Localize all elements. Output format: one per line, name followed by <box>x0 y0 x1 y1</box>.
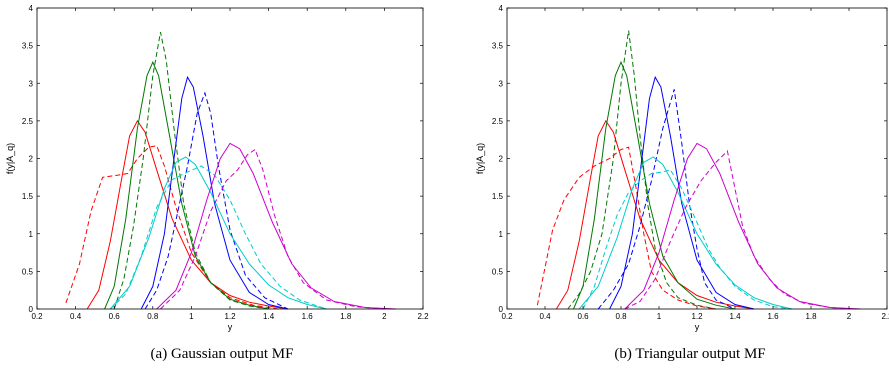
y-tick-label: 4 <box>499 4 504 13</box>
series-line-9 <box>160 148 385 310</box>
figure-caption: (b) Triangular output MF <box>614 346 765 362</box>
y-axis-label: f(y|A_q) <box>5 143 15 174</box>
x-tick-label: 1.8 <box>340 312 352 321</box>
x-tick-label: 0.2 <box>501 312 513 321</box>
y-tick-label: 0.5 <box>22 267 34 276</box>
x-tick-label: 0.2 <box>31 312 43 321</box>
x-tick-label: 2.2 <box>881 312 889 321</box>
series-line-6 <box>109 156 327 310</box>
chart-panel-1: 0.2 0.4 0.6 0.8 1 1.2 1.4 1.6 1.8 2 2.2 0 0.5 1 1.5 2 2.… <box>475 4 889 362</box>
x-tick-label: 0.6 <box>577 312 589 321</box>
x-tick-label: 1.2 <box>224 312 236 321</box>
x-axis-label: y <box>695 322 700 332</box>
y-tick-label: 2.5 <box>22 117 34 126</box>
series-line-4 <box>609 75 755 310</box>
series-line-7 <box>582 169 793 310</box>
y-tick-label: 3.5 <box>22 42 34 51</box>
series-line-0 <box>86 119 288 310</box>
series-line-8 <box>624 142 861 310</box>
chart-panel-0: 0.2 0.4 0.6 0.8 1 1.2 1.4 1.6 1.8 2 2.2 0 0.5 1 1.5 2 2.… <box>5 4 429 362</box>
series-line-1 <box>65 145 279 310</box>
series-line-1 <box>536 146 717 310</box>
series-line-6 <box>578 156 793 310</box>
x-tick-label: 1.2 <box>691 312 703 321</box>
y-axis-label: f(y|A_q) <box>475 143 485 174</box>
x-tick-label: 1.8 <box>805 312 817 321</box>
x-tick-label: 1 <box>657 312 662 321</box>
x-tick-label: 1.6 <box>302 312 314 321</box>
y-tick-label: 1 <box>29 230 34 239</box>
y-tick-label: 2 <box>499 155 504 164</box>
series-line-3 <box>113 32 269 310</box>
x-tick-label: 0.4 <box>539 312 551 321</box>
x-tick-label: 1 <box>189 312 194 321</box>
y-tick-label: 3 <box>29 79 34 88</box>
y-tick-label: 0 <box>499 305 504 314</box>
series-line-2 <box>104 60 269 310</box>
x-tick-label: 1.4 <box>263 312 275 321</box>
series-line-0 <box>555 119 755 310</box>
series-line-9 <box>624 149 850 310</box>
series-line-8 <box>156 142 397 310</box>
x-tick-label: 0.6 <box>109 312 121 321</box>
y-tick-label: 1.5 <box>492 192 504 201</box>
x-tick-label: 1.4 <box>729 312 741 321</box>
series-line-5 <box>144 91 289 310</box>
y-tick-label: 0.5 <box>492 267 504 276</box>
y-tick-label: 4 <box>29 4 34 13</box>
x-tick-label: 0.8 <box>615 312 627 321</box>
series-line-7 <box>109 165 327 310</box>
y-tick-label: 1 <box>499 230 504 239</box>
x-tick-label: 2.2 <box>417 312 429 321</box>
series-line-4 <box>140 75 289 310</box>
x-tick-label: 2 <box>847 312 852 321</box>
y-tick-label: 2.5 <box>492 117 504 126</box>
y-tick-label: 1.5 <box>22 192 34 201</box>
y-tick-label: 2 <box>29 155 34 164</box>
series-line-3 <box>567 30 717 310</box>
series-line-2 <box>573 60 736 310</box>
plot-frame <box>506 7 888 310</box>
x-tick-label: 0.8 <box>147 312 159 321</box>
x-tick-label: 0.4 <box>70 312 82 321</box>
figure-caption: (a) Gaussian output MF <box>151 346 294 362</box>
y-tick-label: 0 <box>29 305 34 314</box>
x-axis-label: y <box>228 322 233 332</box>
x-tick-label: 2 <box>382 312 387 321</box>
x-tick-label: 1.6 <box>767 312 779 321</box>
y-tick-label: 3.5 <box>492 42 504 51</box>
plot-frame <box>36 7 424 310</box>
series-line-5 <box>597 89 736 310</box>
y-tick-label: 3 <box>499 79 504 88</box>
